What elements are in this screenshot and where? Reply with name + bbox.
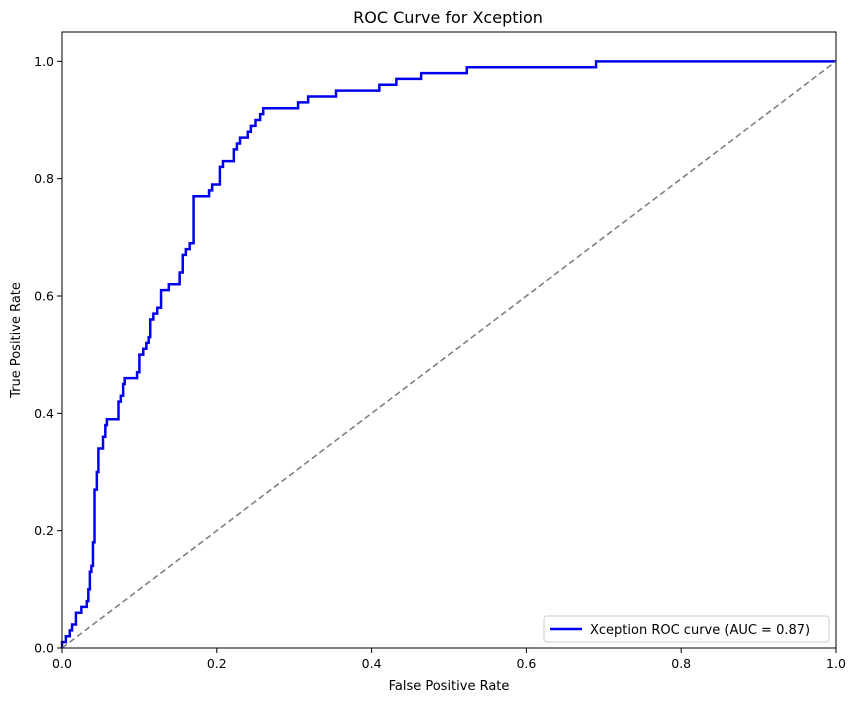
y-tick-label: 0.4: [34, 406, 54, 421]
plot-area: [62, 32, 836, 648]
x-tick-label: 0.0: [52, 656, 72, 671]
y-axis-label: True Positive Rate: [9, 282, 24, 399]
x-tick-label: 1.0: [826, 656, 846, 671]
legend-label: Xception ROC curve (AUC = 0.87): [590, 623, 810, 638]
y-tick-label: 0.6: [34, 289, 54, 304]
legend-box: [543, 615, 830, 643]
y-tick-label: 0.0: [34, 641, 54, 656]
x-tick-label: 0.2: [207, 656, 227, 671]
x-axis-label: False Positive Rate: [389, 679, 510, 694]
x-axis-ticks: 0.0 0.2 0.4 0.6 0.8 1.0: [52, 648, 846, 671]
x-tick-label: 0.4: [362, 656, 382, 671]
plot-frame: [61, 31, 837, 649]
x-tick-label: 0.6: [516, 656, 536, 671]
plot-lines: [60, 60, 837, 649]
y-tick-label: 0.8: [34, 171, 54, 186]
y-tick-label: 1.0: [34, 54, 54, 69]
y-tick-label: 0.2: [34, 523, 54, 538]
roc-curve-line: [60, 60, 836, 648]
y-axis-ticks: 0.0 0.2 0.4 0.6 0.8 1.0: [34, 54, 62, 656]
chance-diagonal-line: [61, 60, 837, 649]
legend: Xception ROC curve (AUC = 0.87): [543, 615, 830, 643]
chart-title: ROC Curve for Xception: [353, 8, 543, 27]
x-tick-label: 0.8: [671, 656, 691, 671]
